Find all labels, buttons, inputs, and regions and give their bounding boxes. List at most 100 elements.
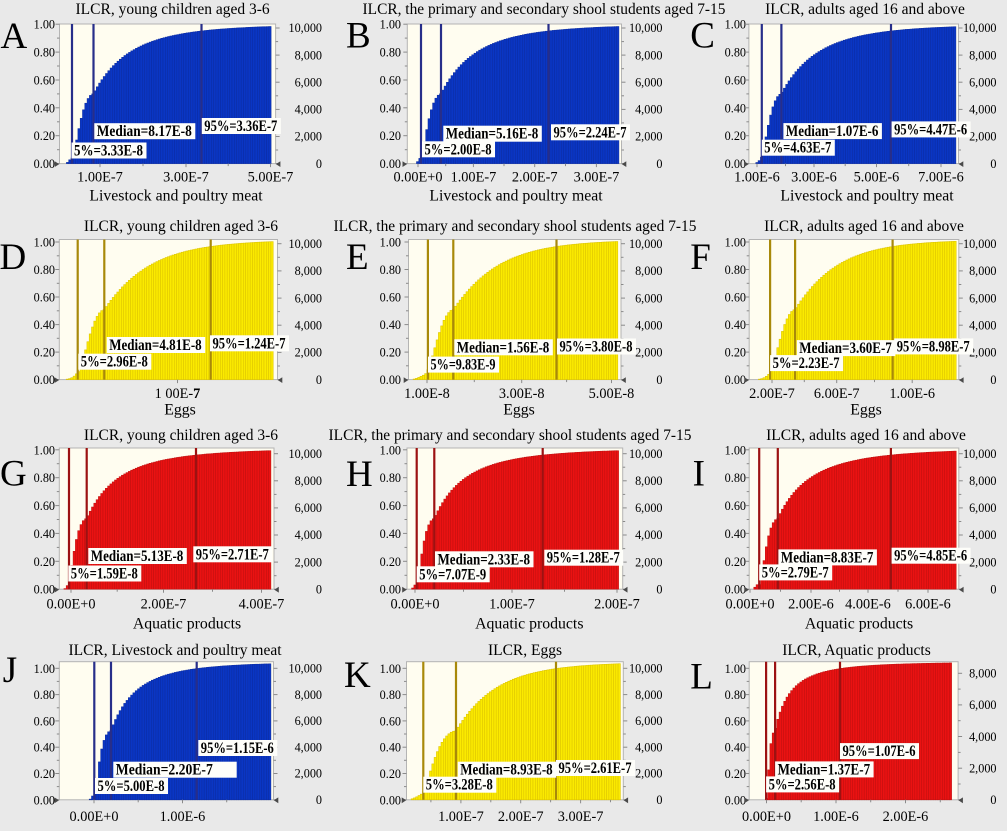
svg-text:0.20: 0.20 (34, 767, 55, 781)
svg-text:95%=1.24E-7: 95%=1.24E-7 (213, 335, 286, 352)
svg-text:Median=8.83E-7: Median=8.83E-7 (781, 549, 874, 566)
svg-text:8,000: 8,000 (635, 264, 662, 278)
svg-text:0.20: 0.20 (34, 555, 55, 569)
svg-text:Median=2.20E-7: Median=2.20E-7 (116, 762, 213, 779)
svg-text:5.00E-7: 5.00E-7 (248, 170, 294, 186)
svg-text:6,000: 6,000 (969, 291, 996, 305)
svg-text:8,000: 8,000 (635, 48, 662, 62)
svg-text:0.40: 0.40 (380, 527, 401, 541)
svg-text:Eggs: Eggs (503, 402, 535, 419)
svg-text:4,000: 4,000 (295, 528, 322, 542)
svg-text:1.00: 1.00 (34, 18, 55, 32)
svg-text:6,000: 6,000 (635, 501, 662, 515)
svg-text:2,000: 2,000 (635, 555, 662, 569)
svg-text:10,000: 10,000 (963, 237, 997, 251)
svg-text:0.60: 0.60 (380, 291, 401, 305)
svg-text:95%=2.61E-7: 95%=2.61E-7 (559, 760, 632, 777)
svg-text:10,000: 10,000 (963, 21, 997, 35)
svg-text:10,000: 10,000 (629, 21, 663, 35)
svg-text:0.00: 0.00 (725, 793, 746, 807)
svg-text:0: 0 (990, 373, 996, 387)
svg-text:F: F (690, 237, 711, 278)
svg-text:4,000: 4,000 (969, 103, 996, 117)
svg-text:0: 0 (656, 373, 662, 387)
svg-text:0.20: 0.20 (725, 767, 746, 781)
svg-text:1.00: 1.00 (380, 236, 401, 250)
svg-text:C: C (690, 16, 715, 57)
svg-text:3.00E-6: 3.00E-6 (791, 170, 837, 186)
svg-text:4.00E-6: 4.00E-6 (845, 597, 891, 613)
svg-text:0: 0 (316, 793, 322, 807)
svg-text:0.40: 0.40 (34, 101, 55, 115)
svg-text:L: L (690, 656, 713, 697)
svg-text:ILCR, the primary and seconda: ILCR, the primary and secondary shool st… (334, 218, 697, 235)
svg-text:95%=2.71E-7: 95%=2.71E-7 (196, 546, 269, 563)
svg-text:0.40: 0.40 (725, 527, 746, 541)
svg-text:ILCR, adults aged 16 and above: ILCR, adults aged 16 and above (765, 1, 965, 18)
svg-text:Livestock and poultry meat: Livestock and poultry meat (780, 188, 954, 205)
svg-text:0.40: 0.40 (725, 101, 746, 115)
svg-text:0.80: 0.80 (34, 688, 55, 702)
svg-text:3.00E-8: 3.00E-8 (499, 386, 545, 402)
svg-text:0.00E+0: 0.00E+0 (726, 597, 775, 613)
svg-text:2,000: 2,000 (635, 346, 662, 360)
svg-text:2,000: 2,000 (969, 555, 996, 569)
svg-text:K: K (344, 655, 371, 696)
svg-text:0.00: 0.00 (725, 373, 746, 387)
svg-text:95%=4.47E-6: 95%=4.47E-6 (894, 121, 967, 138)
svg-text:1.00: 1.00 (34, 443, 55, 457)
svg-text:1.00E-6: 1.00E-6 (889, 386, 935, 402)
svg-text:3.00E-7: 3.00E-7 (558, 809, 604, 825)
svg-text:0.60: 0.60 (725, 74, 746, 88)
svg-text:0.60: 0.60 (725, 714, 746, 728)
svg-text:0: 0 (656, 582, 662, 596)
svg-text:Eggs: Eggs (850, 402, 882, 419)
svg-text:8,000: 8,000 (969, 667, 996, 681)
svg-text:6,000: 6,000 (295, 714, 322, 728)
svg-text:2.00E-7: 2.00E-7 (749, 386, 795, 402)
svg-text:1.00: 1.00 (725, 236, 746, 250)
svg-text:4,000: 4,000 (295, 740, 322, 754)
svg-text:5%=7.07E-9: 5%=7.07E-9 (419, 566, 486, 583)
svg-text:0.20: 0.20 (725, 129, 746, 143)
svg-text:0.00: 0.00 (34, 793, 55, 807)
svg-text:10,000: 10,000 (288, 662, 322, 676)
svg-text:0.80: 0.80 (380, 46, 401, 60)
svg-text:95%=1.15E-6: 95%=1.15E-6 (201, 740, 274, 757)
svg-text:1.00: 1.00 (34, 236, 55, 250)
svg-text:5%=2.00E-8: 5%=2.00E-8 (425, 141, 492, 158)
svg-text:0.00: 0.00 (380, 583, 401, 597)
svg-text:4,000: 4,000 (635, 318, 662, 332)
svg-text:6,000: 6,000 (969, 501, 996, 515)
svg-text:2.00E-7: 2.00E-7 (512, 170, 558, 186)
svg-text:ILCR, young children aged 3-6: ILCR, young children aged 3-6 (84, 218, 278, 235)
svg-text:1.00: 1.00 (725, 18, 746, 32)
svg-text:0.00E+0: 0.00E+0 (742, 809, 791, 825)
svg-text:0.40: 0.40 (380, 101, 401, 115)
svg-text:10,000: 10,000 (288, 447, 322, 461)
svg-text:1.00E-6: 1.00E-6 (160, 809, 206, 825)
svg-text:0: 0 (656, 793, 662, 807)
svg-text:95%=4.85E-6: 95%=4.85E-6 (894, 548, 967, 565)
svg-text:0.40: 0.40 (725, 741, 746, 755)
svg-text:2,000: 2,000 (295, 767, 322, 781)
svg-text:4.00E-7: 4.00E-7 (239, 597, 285, 613)
svg-text:0.60: 0.60 (725, 291, 746, 305)
svg-text:0.80: 0.80 (725, 263, 746, 277)
svg-text:D: D (0, 237, 26, 278)
svg-text:0.80: 0.80 (34, 46, 55, 60)
svg-text:1 00E-7: 1 00E-7 (155, 386, 201, 402)
svg-text:5%=2.23E-7: 5%=2.23E-7 (773, 355, 840, 372)
svg-text:6,000: 6,000 (635, 291, 662, 305)
svg-text:ILCR, Aquatic products: ILCR, Aquatic products (782, 642, 931, 659)
svg-text:4,000: 4,000 (969, 528, 996, 542)
svg-text:0.80: 0.80 (380, 688, 401, 702)
svg-text:0.80: 0.80 (725, 471, 746, 485)
svg-text:I: I (693, 454, 705, 495)
svg-text:95%=3.80E-8: 95%=3.80E-8 (560, 339, 633, 356)
svg-text:6,000: 6,000 (295, 291, 322, 305)
svg-text:1.00E-7: 1.00E-7 (489, 597, 535, 613)
svg-text:H: H (346, 454, 373, 495)
svg-text:0: 0 (316, 157, 322, 171)
svg-text:0.40: 0.40 (34, 318, 55, 332)
